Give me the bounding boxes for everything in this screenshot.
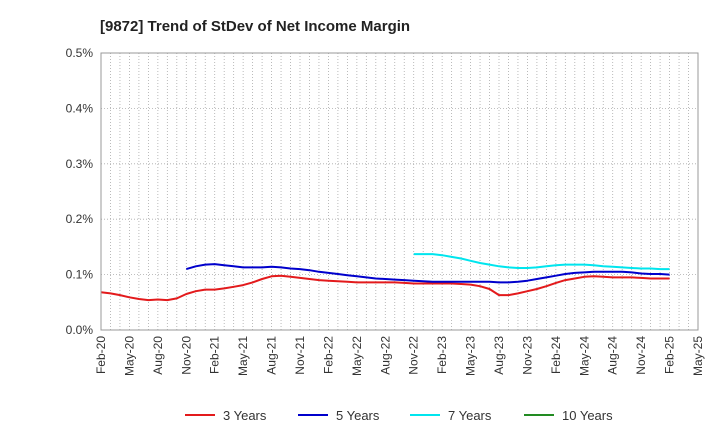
y-tick-label: 0.4% bbox=[66, 101, 94, 115]
plot-frame bbox=[100, 52, 699, 331]
series-line-7-years bbox=[413, 253, 670, 271]
x-tick-label: Aug-24 bbox=[606, 336, 620, 375]
legend-label: 7 Years bbox=[448, 408, 492, 423]
grid bbox=[100, 52, 699, 331]
series-lines bbox=[100, 253, 670, 302]
x-axis: Feb-20 May-20 Aug-20 Nov-20 Feb-21 May-21 Aug-… bbox=[94, 336, 705, 376]
legend: 3 Years 5 Years 7 Years 10 Years bbox=[185, 408, 613, 423]
x-tick-label: Feb-20 bbox=[94, 336, 108, 374]
x-tick-label: Nov-23 bbox=[520, 336, 534, 375]
x-tick-label: May-23 bbox=[464, 336, 478, 376]
x-tick-label: Aug-20 bbox=[151, 336, 165, 375]
x-tick-label: Nov-20 bbox=[179, 336, 193, 375]
x-tick-label: Aug-23 bbox=[492, 336, 506, 375]
x-tick-label: Nov-24 bbox=[634, 336, 648, 375]
series-line-3-years bbox=[100, 274, 670, 302]
y-axis: 0.0% 0.1% 0.2% 0.3% 0.4% 0.5% bbox=[66, 46, 94, 337]
legend-label: 3 Years bbox=[223, 408, 267, 423]
y-tick-label: 0.2% bbox=[66, 212, 94, 226]
x-tick-label: May-20 bbox=[122, 336, 136, 376]
y-tick-label: 0.3% bbox=[66, 157, 94, 171]
x-tick-label: Nov-21 bbox=[293, 336, 307, 375]
x-tick-label: Aug-22 bbox=[378, 336, 392, 375]
x-tick-label: May-22 bbox=[350, 336, 364, 376]
x-tick-label: Feb-21 bbox=[208, 336, 222, 374]
series-line-5-years bbox=[186, 263, 670, 284]
x-tick-label: Feb-24 bbox=[549, 336, 563, 374]
legend-label: 10 Years bbox=[562, 408, 613, 423]
x-tick-label: May-24 bbox=[577, 336, 591, 376]
x-tick-label: Nov-22 bbox=[407, 336, 421, 375]
y-tick-label: 0.0% bbox=[66, 323, 94, 337]
y-tick-label: 0.1% bbox=[66, 268, 94, 282]
x-tick-label: May-25 bbox=[691, 336, 705, 376]
plot-area bbox=[101, 53, 698, 330]
x-tick-label: May-21 bbox=[236, 336, 250, 376]
x-tick-label: Feb-22 bbox=[321, 336, 335, 374]
x-tick-label: Feb-25 bbox=[663, 336, 677, 374]
legend-label: 5 Years bbox=[336, 408, 380, 423]
y-tick-label: 0.5% bbox=[66, 46, 94, 60]
x-tick-label: Aug-21 bbox=[265, 336, 279, 375]
x-tick-label: Feb-23 bbox=[435, 336, 449, 374]
chart-title: [9872] Trend of StDev of Net Income Marg… bbox=[100, 18, 410, 35]
